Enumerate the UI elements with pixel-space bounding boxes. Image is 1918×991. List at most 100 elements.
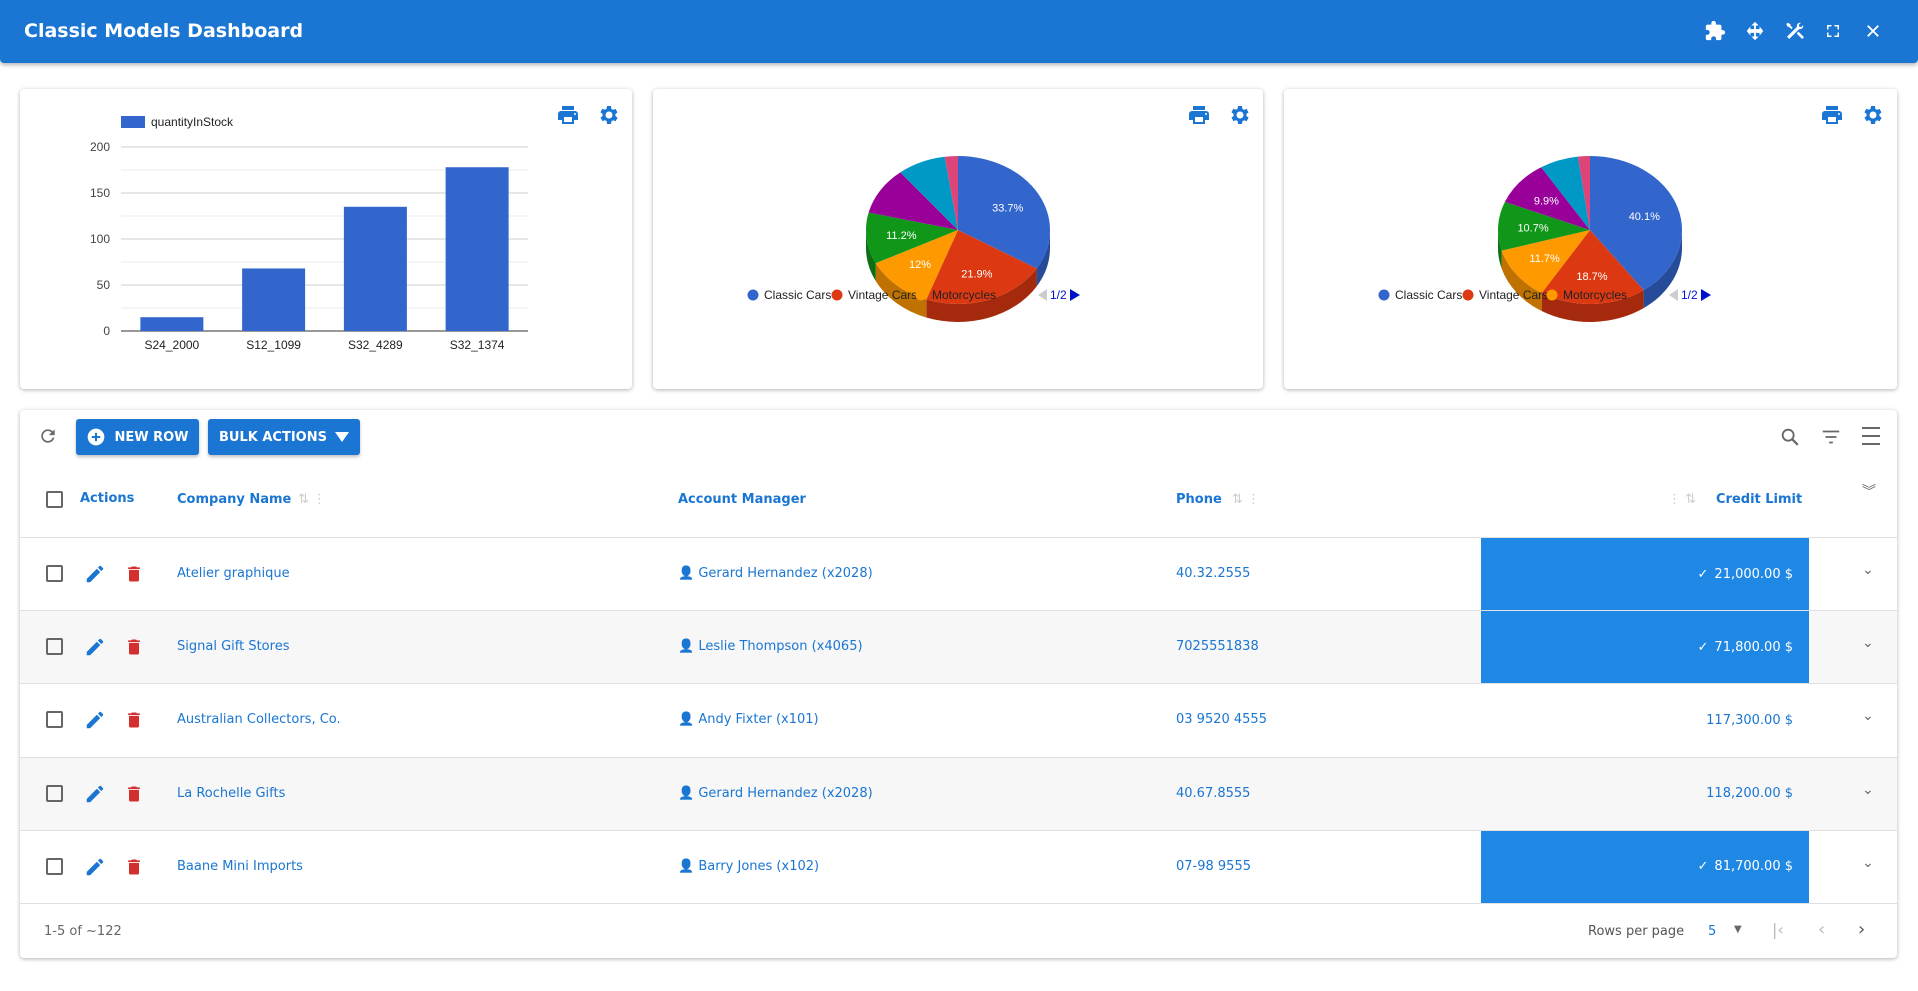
- expand-row-icon[interactable]: ⌄: [1862, 854, 1874, 871]
- account-manager-link[interactable]: 👤 Andy Fixter (x101): [678, 712, 819, 727]
- pie-slice[interactable]: [1577, 156, 1590, 230]
- sort-icon[interactable]: ⇅ ⋮: [298, 492, 327, 507]
- pie-slice[interactable]: [1541, 156, 1590, 230]
- company-name-link[interactable]: Australian Collectors, Co.: [177, 712, 341, 728]
- expand-row-icon[interactable]: ⌄: [1862, 635, 1874, 652]
- select-all-checkbox[interactable]: [46, 491, 63, 508]
- legend-next-icon[interactable]: [1070, 289, 1080, 301]
- phone-value: 40.32.2555: [1176, 566, 1251, 581]
- expand-row-icon[interactable]: ⌄: [1862, 781, 1874, 798]
- print-icon[interactable]: [1187, 103, 1211, 127]
- column-header-credit[interactable]: Credit Limit: [1716, 492, 1803, 507]
- refresh-icon[interactable]: [38, 426, 58, 450]
- pie-slice[interactable]: [868, 172, 958, 230]
- pagination-range: 1-5 of ~122: [44, 924, 122, 939]
- pie-chart-2: 40.1% 18.7% 11.7% 10.7% 9.9% Classic Cars Vint…: [1378, 156, 1711, 322]
- legend-prev-icon[interactable]: [1669, 289, 1678, 301]
- row-checkbox[interactable]: [46, 711, 63, 729]
- delete-icon[interactable]: [124, 783, 144, 809]
- bulk-actions-button[interactable]: BULK ACTIONS: [208, 419, 360, 455]
- legend-label: Classic Cars: [1395, 288, 1462, 302]
- company-name-link[interactable]: Baane Mini Imports: [177, 858, 303, 874]
- next-page-icon[interactable]: ›: [1858, 919, 1866, 940]
- bar[interactable]: [445, 167, 509, 331]
- y-tick-label: 150: [90, 186, 110, 200]
- credit-limit-value: 71,800.00 $: [1714, 639, 1793, 655]
- check-icon: ✓: [1697, 639, 1709, 655]
- pie-slice[interactable]: [1501, 230, 1590, 293]
- legend-prev-icon[interactable]: [1038, 289, 1047, 301]
- company-name-link[interactable]: Signal Gift Stores: [177, 639, 290, 655]
- pie-slice[interactable]: [1504, 167, 1590, 230]
- pie-chart-1: 33.7% 21.9% 12% 11.2% Classic Cars Vintage Ca…: [747, 156, 1080, 322]
- new-row-button[interactable]: NEW ROW: [76, 419, 199, 455]
- sort-icon[interactable]: ⋮ ⇅: [1668, 492, 1697, 507]
- first-page-icon[interactable]: |‹: [1772, 920, 1784, 939]
- company-name-link[interactable]: Atelier graphique: [177, 566, 290, 581]
- delete-icon[interactable]: [124, 856, 144, 882]
- company-name-link[interactable]: La Rochelle Gifts: [177, 785, 286, 801]
- expand-row-icon[interactable]: ⌄: [1862, 708, 1874, 725]
- row-checkbox[interactable]: [46, 565, 63, 582]
- legend-label: Motorcycles: [1563, 288, 1627, 302]
- delete-icon[interactable]: [124, 563, 144, 589]
- expand-all-icon[interactable]: ︾: [1862, 484, 1876, 500]
- delete-icon[interactable]: [124, 709, 144, 735]
- print-icon[interactable]: [556, 103, 580, 127]
- account-manager-link[interactable]: 👤 Barry Jones (x102): [678, 859, 819, 874]
- pie-slice[interactable]: [1590, 156, 1682, 291]
- puzzle-icon[interactable]: [1702, 18, 1728, 44]
- bar[interactable]: [242, 268, 306, 331]
- account-manager-link[interactable]: 👤 Leslie Thompson (x4065): [678, 639, 863, 654]
- account-manager-name: Gerard Hernandez (x2028): [698, 566, 873, 581]
- tools-icon[interactable]: [1782, 18, 1808, 44]
- row-checkbox[interactable]: [46, 784, 63, 802]
- print-icon[interactable]: [1820, 103, 1844, 127]
- legend-label: Classic Cars: [764, 288, 831, 302]
- expand-row-icon[interactable]: ⌄: [1862, 562, 1874, 578]
- column-header-manager[interactable]: Account Manager: [678, 492, 806, 507]
- y-tick-label: 100: [90, 232, 110, 246]
- settings-icon[interactable]: [1860, 103, 1884, 127]
- bar[interactable]: [140, 317, 204, 331]
- column-header-phone[interactable]: Phone: [1176, 492, 1222, 507]
- settings-icon[interactable]: [596, 103, 620, 127]
- settings-icon[interactable]: [1227, 103, 1251, 127]
- column-header-company[interactable]: Company Name: [177, 492, 292, 507]
- pie-slice[interactable]: [1498, 201, 1590, 251]
- legend-next-icon[interactable]: [1701, 289, 1711, 301]
- table-footer: 1-5 of ~122 Rows per page 5 ▼ |‹ ‹ ›: [20, 903, 1897, 958]
- edit-icon[interactable]: [84, 783, 106, 809]
- rows-per-page-select[interactable]: 5: [1708, 924, 1717, 939]
- move-icon[interactable]: [1742, 18, 1768, 44]
- row-checkbox[interactable]: [46, 857, 63, 875]
- edit-icon[interactable]: [84, 856, 106, 882]
- previous-page-icon[interactable]: ‹: [1818, 919, 1826, 940]
- edit-icon[interactable]: [84, 636, 106, 662]
- legend-marker: [1462, 289, 1474, 301]
- pie-slice[interactable]: [866, 212, 958, 264]
- menu-icon[interactable]: [1859, 424, 1883, 452]
- account-manager-link[interactable]: 👤 Gerard Hernandez (x2028): [678, 786, 873, 801]
- credit-limit-value: 117,300.00 $: [1706, 712, 1793, 728]
- pie-slice[interactable]: [958, 156, 1050, 269]
- pie-slice-label: 12%: [909, 259, 931, 271]
- fullscreen-icon[interactable]: [1820, 18, 1846, 44]
- row-checkbox[interactable]: [46, 638, 63, 656]
- pie-slice[interactable]: [926, 230, 1037, 304]
- pie-slice[interactable]: [875, 230, 958, 300]
- edit-icon[interactable]: [84, 709, 106, 735]
- bar[interactable]: [343, 206, 407, 331]
- account-manager-link[interactable]: 👤 Gerard Hernandez (x2028): [678, 566, 873, 581]
- caret-down-icon[interactable]: ▼: [1734, 924, 1742, 935]
- pie-slice[interactable]: [900, 156, 958, 230]
- pie-slice[interactable]: [1541, 230, 1644, 304]
- pie-slice-side: [1498, 230, 1502, 269]
- search-icon[interactable]: [1779, 426, 1801, 452]
- filter-icon[interactable]: [1820, 426, 1842, 452]
- pie-slice[interactable]: [944, 156, 958, 230]
- sort-icon[interactable]: ⇅ ⋮: [1232, 492, 1261, 507]
- edit-icon[interactable]: [84, 563, 106, 589]
- close-icon[interactable]: [1860, 18, 1886, 44]
- delete-icon[interactable]: [124, 636, 144, 662]
